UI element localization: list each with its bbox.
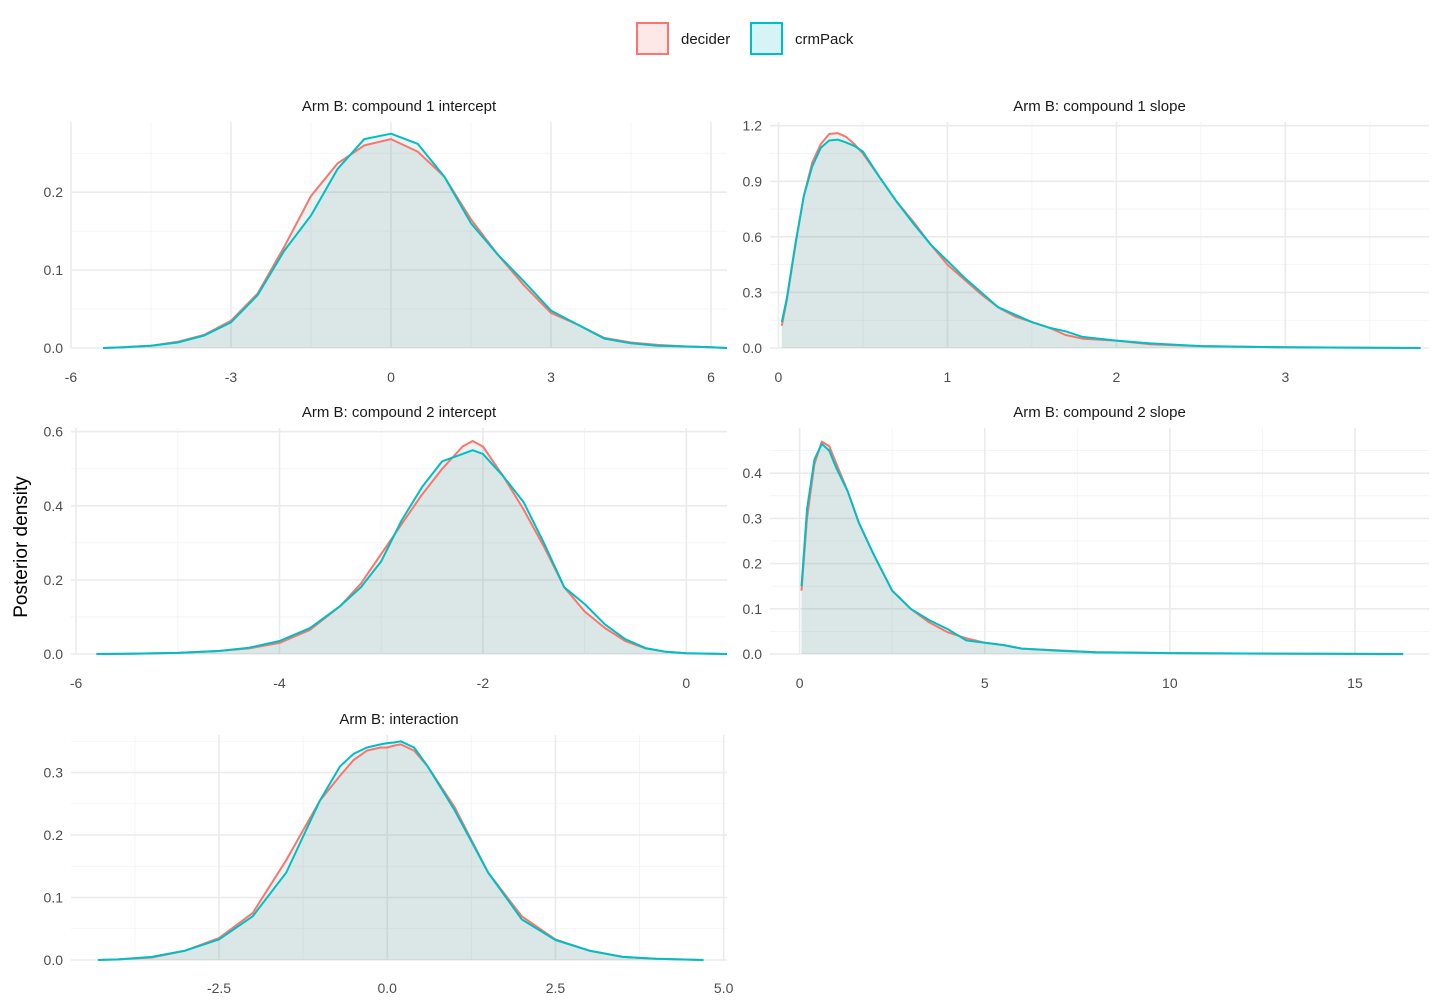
y-tick-label: 0.3 xyxy=(743,284,763,300)
density-area-decider xyxy=(97,744,704,960)
y-tick-label: 0.6 xyxy=(44,424,64,440)
y-tick-label: 0.0 xyxy=(44,340,64,356)
y-tick-label: 0.4 xyxy=(743,465,763,481)
panel-3: -6 -4 -2 0 0.0 0.2 0.4 0.6 Arm B: compound 2 int… xyxy=(44,404,728,691)
y-tick-label: 0.0 xyxy=(44,952,64,968)
x-tick-label: 2 xyxy=(1112,369,1120,385)
panel-title: Arm B: compound 1 slope xyxy=(1013,98,1186,115)
x-tick-label: 2.5 xyxy=(546,980,566,996)
legend-item-crmPack: crmPack xyxy=(750,22,854,55)
y-tick-label: 0.2 xyxy=(44,184,64,200)
density-area-crmPack xyxy=(801,443,1404,654)
x-tick-label: 5.0 xyxy=(714,980,734,996)
panel-title: Arm B: interaction xyxy=(339,711,458,728)
density-area-decider xyxy=(96,441,727,654)
density-area-crmPack xyxy=(97,741,704,960)
panel-1-grid xyxy=(70,122,727,349)
x-tick-label: 0.0 xyxy=(377,980,397,996)
x-tick-label: 0 xyxy=(682,675,690,691)
legend-key-decider xyxy=(636,22,669,55)
legend: decider crmPack xyxy=(636,22,854,55)
x-tick-label: -2.5 xyxy=(207,980,231,996)
y-tick-label: 0.3 xyxy=(44,765,64,781)
density-line-crmPack xyxy=(800,442,1404,655)
x-tick-label: 0 xyxy=(387,369,395,385)
x-tick-label: 5 xyxy=(981,675,989,691)
panel-title: Arm B: compound 1 intercept xyxy=(302,98,497,115)
x-tick-label: 3 xyxy=(547,369,555,385)
density-area-crmPack xyxy=(781,139,1421,348)
x-tick-label: 1 xyxy=(944,369,952,385)
x-tick-label: -6 xyxy=(65,369,78,385)
panel-5-grid xyxy=(71,735,727,961)
x-tick-label: -4 xyxy=(273,675,286,691)
y-tick-label: 0.3 xyxy=(743,510,763,526)
panel-3-grid xyxy=(71,428,727,655)
y-tick-label: 0.2 xyxy=(743,556,763,572)
y-tick-label: 0.2 xyxy=(44,827,64,843)
y-tick-label: 0.0 xyxy=(743,646,763,662)
panel-4-grid xyxy=(770,428,1429,655)
x-tick-label: 10 xyxy=(1162,675,1178,691)
density-line-crmPack xyxy=(96,449,728,655)
x-tick-label: 15 xyxy=(1347,675,1363,691)
y-tick-label: 0.4 xyxy=(44,498,64,514)
legend-label-decider: decider xyxy=(681,31,730,48)
panel-title: Arm B: compound 2 slope xyxy=(1013,404,1186,421)
facet-panels: -6 -3 0 3 6 0.0 0.1 0.2 Arm B: compound 1 interc… xyxy=(44,98,1429,996)
density-area-crmPack xyxy=(103,133,727,348)
panel-5: -2.5 0.0 2.5 5.0 0.0 0.1 0.2 0.3 Arm B: interact… xyxy=(44,711,734,996)
y-tick-label: 0.6 xyxy=(743,229,763,245)
y-tick-label: 0.1 xyxy=(44,890,64,906)
y-tick-label: 0.1 xyxy=(44,262,64,278)
density-line-crmPack xyxy=(780,138,1421,349)
density-area-decider xyxy=(781,133,1421,348)
panel-2: 0 1 2 3 0.0 0.3 0.6 0.9 1.2 Arm B: compound 1 slo… xyxy=(743,98,1429,385)
x-tick-label: 3 xyxy=(1281,369,1289,385)
density-line-crmPack xyxy=(97,740,704,961)
x-tick-label: 0 xyxy=(775,369,783,385)
density-area-decider xyxy=(103,139,727,348)
panel-1: -6 -3 0 3 6 0.0 0.1 0.2 Arm B: compound 1 interc… xyxy=(44,98,728,385)
y-tick-label: 0.0 xyxy=(44,646,64,662)
x-tick-label: 6 xyxy=(707,369,715,385)
y-tick-label: 0.1 xyxy=(743,601,763,617)
panel-title: Arm B: compound 2 intercept xyxy=(302,404,497,421)
density-area-crmPack xyxy=(96,450,727,654)
legend-key-crmPack xyxy=(750,22,783,55)
density-line-decider xyxy=(96,440,728,655)
x-tick-label: 0 xyxy=(796,675,804,691)
y-axis-label: Posterior density xyxy=(11,476,32,618)
y-tick-label: 0.9 xyxy=(743,173,763,189)
density-line-crmPack xyxy=(102,132,728,349)
x-tick-label: -2 xyxy=(477,675,490,691)
panel-4: 0 5 10 15 0.0 0.1 0.2 0.3 0.4 Arm B: compound 2 s… xyxy=(743,404,1429,691)
x-tick-label: -6 xyxy=(70,675,83,691)
legend-item-decider: decider xyxy=(636,22,730,55)
y-tick-label: 0.0 xyxy=(743,340,763,356)
y-tick-label: 1.2 xyxy=(743,118,763,134)
legend-label-crmPack: crmPack xyxy=(795,31,854,48)
density-area-decider xyxy=(801,441,1404,654)
x-tick-label: -3 xyxy=(225,369,238,385)
y-tick-label: 0.2 xyxy=(44,572,64,588)
